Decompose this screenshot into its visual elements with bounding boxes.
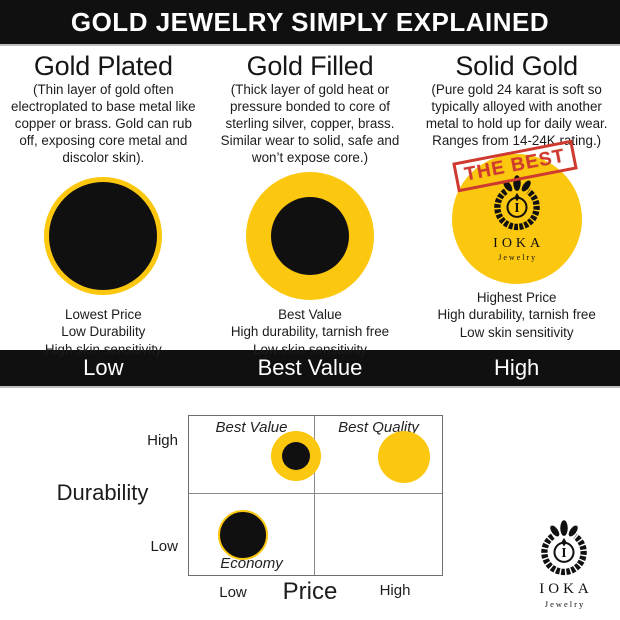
attribute-line: High durability, tarnish free bbox=[230, 324, 390, 340]
ioka-monogram: I bbox=[561, 545, 566, 560]
scale-low-label: Low bbox=[83, 355, 124, 380]
solid-circle-icon: I IOKA Jewelry bbox=[451, 153, 582, 284]
y-axis-title: Durability bbox=[56, 480, 149, 505]
page-title: GOLD JEWELRY SIMPLY EXPLAINED bbox=[70, 6, 550, 37]
quadrant-label-best-quality: Best Quality bbox=[338, 419, 419, 436]
brand-subtitle: Jewelry bbox=[498, 253, 538, 263]
price-scale-bar: Low Best Value High bbox=[0, 350, 620, 388]
y-axis-tick-high: High bbox=[147, 432, 178, 449]
x-axis-tick-high: High bbox=[379, 582, 411, 599]
solid-gold-attributes: Highest Price High durability, tarnish f… bbox=[438, 289, 596, 342]
chart-plot-area: Best Value Best Quality Economy bbox=[188, 415, 443, 576]
gold-filled-attributes: Best Value High durability, tarnish free… bbox=[231, 306, 389, 359]
chart-horizontal-divider bbox=[189, 493, 442, 494]
brand-name: IOKA bbox=[539, 581, 593, 597]
attribute-line: Lowest Price bbox=[65, 306, 142, 322]
quadrant-label-economy: Economy bbox=[220, 555, 283, 572]
gold-plated-description: (Thin layer of gold often electroplated … bbox=[11, 82, 196, 165]
x-axis-tick-low: Low bbox=[219, 584, 247, 601]
plated-circle-icon bbox=[44, 176, 163, 295]
header-bar: GOLD JEWELRY SIMPLY EXPLAINED bbox=[0, 0, 620, 46]
solid-gold-description: (Pure gold 24 karat is soft so typically… bbox=[425, 82, 608, 148]
ioka-jewelry-logo: I IOKA Jewelry bbox=[520, 520, 608, 609]
solid-gold-illustration: THE BEST I IOKA Jewelry bbox=[451, 139, 582, 285]
attribute-line: Low Durability bbox=[61, 324, 146, 340]
attribute-line: Low skin sensitivity bbox=[459, 325, 574, 341]
ioka-crest-icon: I bbox=[535, 520, 593, 580]
gold-filled-illustration bbox=[245, 170, 374, 302]
quadrant-label-best-value: Best Value bbox=[215, 419, 288, 436]
filled-circle-core bbox=[270, 196, 349, 275]
attribute-line: High durability, tarnish free bbox=[437, 307, 596, 323]
ioka-monogram: I bbox=[514, 200, 519, 215]
column-gold-plated: Gold Plated (Thin layer of gold often el… bbox=[0, 46, 207, 359]
attribute-line: High skin sensitivity bbox=[44, 342, 162, 358]
chart-vertical-divider bbox=[314, 416, 315, 575]
gold-plated-illustration bbox=[44, 170, 163, 302]
scale-high-label: High bbox=[494, 355, 540, 380]
gold-filled-data-point bbox=[271, 431, 321, 481]
ioka-crest-icon: I bbox=[488, 175, 546, 235]
gold-types-columns: Gold Plated (Thin layer of gold often el… bbox=[0, 46, 620, 357]
attribute-line: Low skin sensitivity bbox=[253, 342, 367, 358]
attribute-line: Best Value bbox=[278, 306, 342, 322]
x-axis-title: Price bbox=[282, 578, 338, 605]
column-gold-filled: Gold Filled (Thick layer of gold heat or… bbox=[207, 46, 414, 359]
solid-gold-data-point bbox=[378, 431, 430, 483]
gold-filled-description: (Thick layer of gold heat or pressure bo… bbox=[220, 82, 400, 165]
gold-filled-point-core bbox=[282, 442, 310, 470]
attribute-line: Highest Price bbox=[476, 289, 557, 305]
gold-plated-data-point bbox=[218, 510, 268, 560]
gold-plated-attributes: Lowest Price Low Durability High skin se… bbox=[45, 306, 162, 359]
column-solid-gold: Solid Gold (Pure gold 24 karat is soft s… bbox=[413, 46, 620, 359]
brand-name: IOKA bbox=[493, 236, 545, 252]
gold-filled-title: Gold Filled bbox=[246, 51, 374, 81]
filled-circle-icon bbox=[245, 171, 374, 300]
y-axis-tick-low: Low bbox=[150, 538, 178, 555]
solid-gold-title: Solid Gold bbox=[455, 51, 578, 81]
scale-best-value-label: Best Value bbox=[257, 355, 363, 380]
brand-subtitle: Jewelry bbox=[544, 599, 586, 609]
durability-price-chart: High Durability Low Best Value Best Qual… bbox=[0, 388, 620, 618]
gold-plated-title: Gold Plated bbox=[33, 51, 173, 81]
